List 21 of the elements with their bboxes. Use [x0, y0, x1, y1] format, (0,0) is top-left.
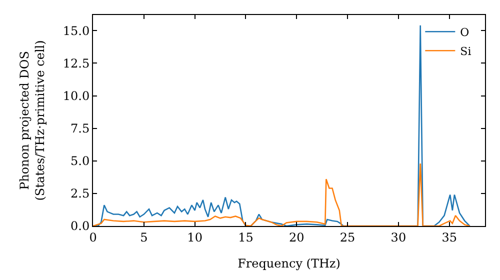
- y-tick-label: 12.5: [62, 56, 90, 70]
- y-tick-label: 7.5: [70, 122, 90, 136]
- y-tick-label: 5.0: [70, 154, 90, 168]
- line-series: [93, 24, 470, 226]
- line-series: [93, 162, 470, 226]
- x-tick-label: 25: [340, 230, 356, 244]
- y-tick-label: 0.0: [70, 219, 90, 234]
- legend-label: O: [460, 26, 470, 39]
- x-tick-label: 15: [238, 230, 254, 244]
- x-tick-label: 35: [442, 230, 457, 244]
- y-axis-title: Phonon projected DOS (States/THz·primitive cell): [18, 40, 48, 201]
- legend-label: Si: [460, 44, 472, 58]
- x-tick-label: 5: [140, 230, 148, 244]
- x-tick-label: 30: [390, 230, 406, 244]
- x-tick-label: 0: [89, 230, 97, 244]
- y-tick-label: 2.5: [70, 186, 90, 201]
- y-tick-label: 15.0: [62, 24, 90, 38]
- x-tick-label: 20: [289, 230, 304, 244]
- x-tick-label: 10: [187, 230, 202, 244]
- x-axis-title: Frequency (THz): [238, 256, 340, 270]
- y-tick-label: 10.0: [62, 88, 90, 103]
